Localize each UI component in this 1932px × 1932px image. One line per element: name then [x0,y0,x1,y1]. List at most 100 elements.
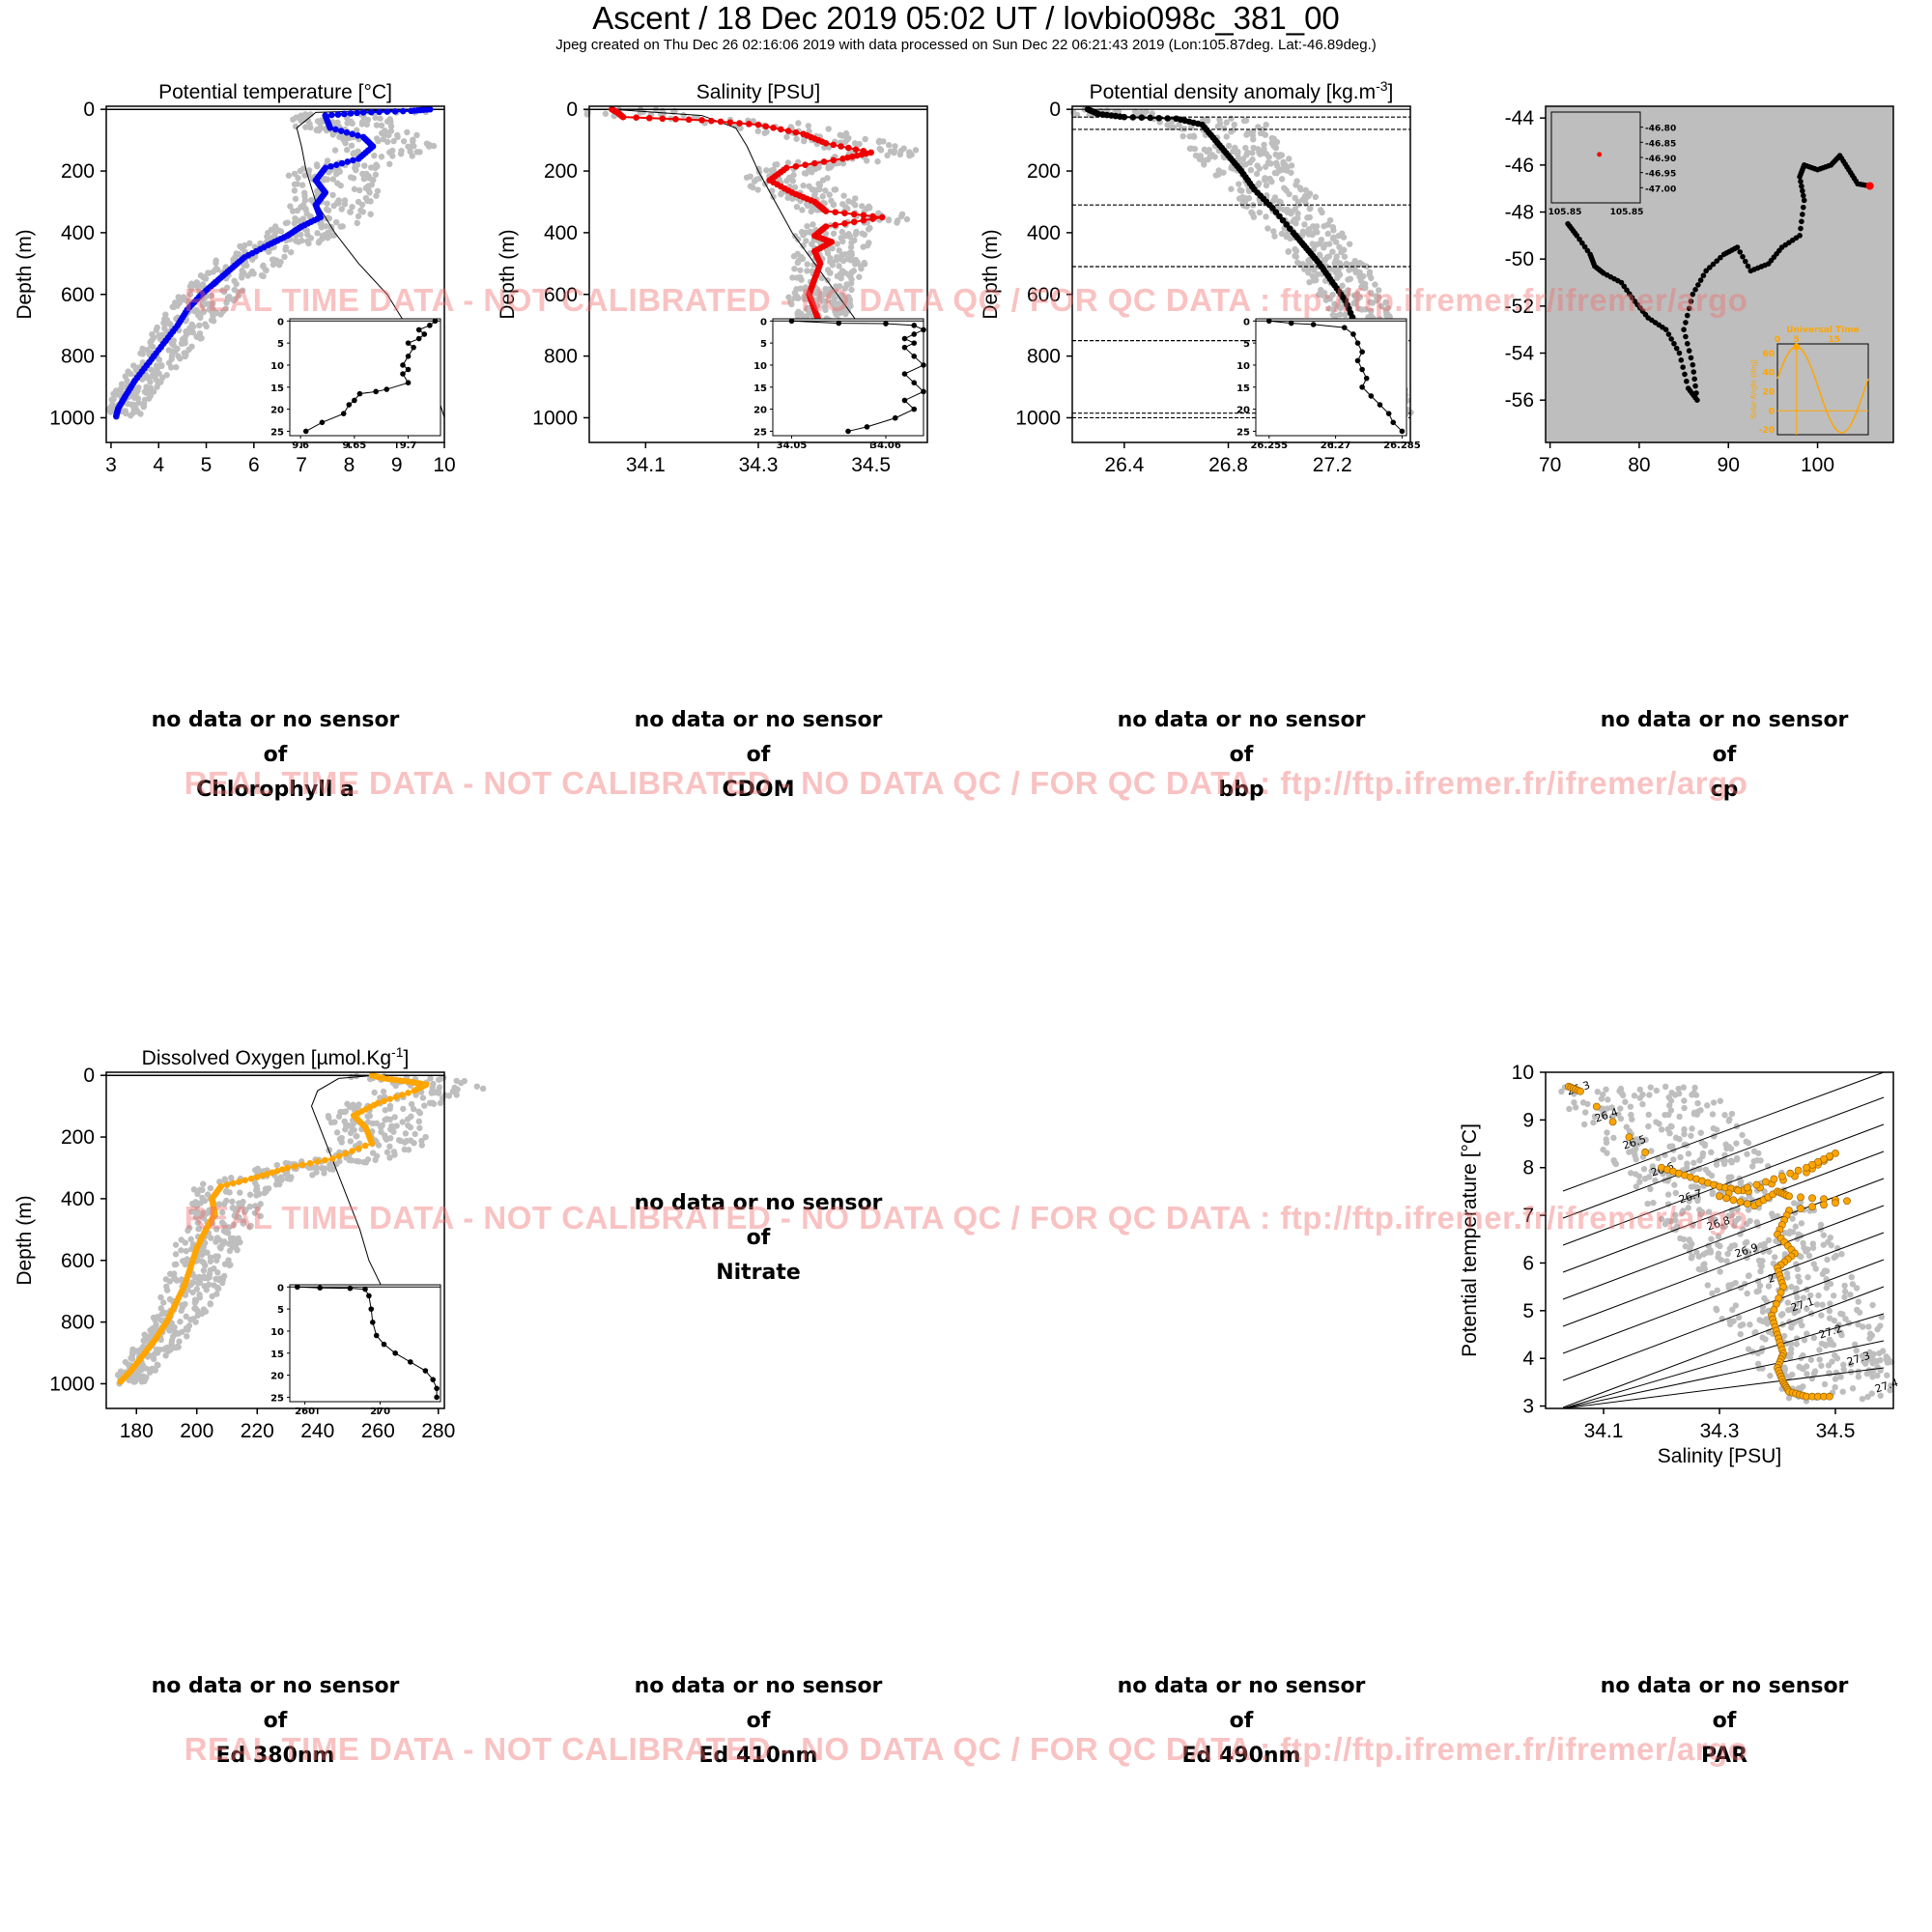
ts-point [1820,1201,1828,1209]
climatology-point [1820,1232,1828,1238]
profile-point [236,1179,242,1185]
climatology-point [1270,228,1277,235]
climatology-point [1591,1113,1599,1121]
climatology-point [1744,1290,1750,1297]
climatology-point [1699,1150,1707,1157]
profile-point [852,146,860,153]
inset-y-tick-label: 15 [1236,384,1250,394]
climatology-point [1265,154,1272,160]
climatology-point [1726,1245,1734,1252]
climatology-point [1329,266,1336,272]
climatology-point [1617,1105,1624,1112]
climatology-point [1761,1294,1768,1302]
inset-x-tick-label: 26.255 [1250,440,1288,451]
climatology-point [1353,291,1361,298]
climatology-point [891,148,898,155]
climatology-point [343,146,351,154]
climatology-point [880,138,887,145]
y-tick-label: 7 [1522,1205,1534,1227]
climatology-point [325,1113,332,1120]
profile-point [726,119,734,127]
climatology-point [1709,1111,1717,1118]
climatology-point [1765,1236,1773,1244]
climatology-point [1735,1314,1743,1321]
climatology-point [134,364,141,371]
climatology-point [1660,1170,1666,1178]
profile-point [349,130,355,138]
isopycnal-line [1562,1178,1885,1300]
climatology-point [1804,1305,1810,1312]
x-tick-label: 26.8 [1208,454,1248,476]
title-superscript: -3 [1376,78,1388,94]
climatology-point [793,135,800,142]
climatology-point [864,205,870,213]
climatology-point [296,217,303,224]
track-point [1683,320,1689,326]
inset-point [1354,357,1361,364]
track-point [1684,378,1690,384]
climatology-point [1267,160,1274,167]
climatology-point [1810,1261,1817,1267]
y-tick-label: -46 [1505,155,1534,177]
climatology-point [778,189,785,197]
climatology-point [810,261,817,269]
profile-point [1155,114,1163,122]
x-tick-label: 34.1 [1584,1420,1624,1442]
climatology-point [1722,1141,1729,1148]
climatology-point [1771,1254,1778,1261]
climatology-point [1648,1148,1655,1154]
climatology-point [411,1140,417,1147]
climatology-point [196,1186,204,1193]
track-point [1626,291,1633,297]
climatology-point [260,262,267,270]
climatology-point [193,1286,201,1293]
climatology-point [293,114,299,121]
track-point [1621,283,1628,290]
climatology-point [321,1170,327,1177]
no-data-cdom: no data or no sensor of CDOM [555,703,961,808]
climatology-point [408,1100,415,1108]
climatology-point [1306,205,1314,213]
climatology-point [225,1240,233,1247]
climatology-point [416,1110,424,1117]
climatology-point [1791,1200,1798,1207]
y-tick-label: 9 [1522,1109,1534,1131]
climatology-point [182,1300,188,1308]
climatology-point [158,362,165,369]
climatology-point [192,1297,200,1305]
climatology-point [791,184,799,191]
climatology-point [353,1072,360,1080]
isopycnal-line [1562,1096,1885,1219]
climatology-point [1827,1300,1833,1307]
solar-inset-y-label: 60 [1762,350,1775,359]
climatology-point [198,1258,205,1264]
climatology-point [1294,259,1301,266]
climatology-point [1311,277,1318,284]
climatology-point [1309,231,1316,239]
climatology-point [1299,196,1306,203]
climatology-point [1306,213,1313,221]
climatology-point [168,1320,175,1326]
profile-point [247,1175,255,1182]
climatology-point [207,1184,214,1192]
climatology-point [1309,241,1316,247]
climatology-point [1358,283,1365,291]
inset-point [1354,340,1361,346]
inset-point [1390,419,1397,426]
climatology-point [1603,1139,1610,1147]
inset-point [1288,320,1294,327]
climatology-point [374,187,382,194]
climatology-point [147,1326,154,1334]
climatology-point [271,223,279,230]
climatology-point [421,1102,428,1109]
climatology-point [1366,269,1374,275]
climatology-point [324,200,330,207]
climatology-point [1192,152,1200,159]
profile-point [850,211,858,218]
climatology-point [906,149,913,156]
climatology-point [1351,257,1358,265]
climatology-point [1692,1092,1700,1098]
climatology-point [861,231,868,239]
climatology-point [1709,1290,1716,1297]
